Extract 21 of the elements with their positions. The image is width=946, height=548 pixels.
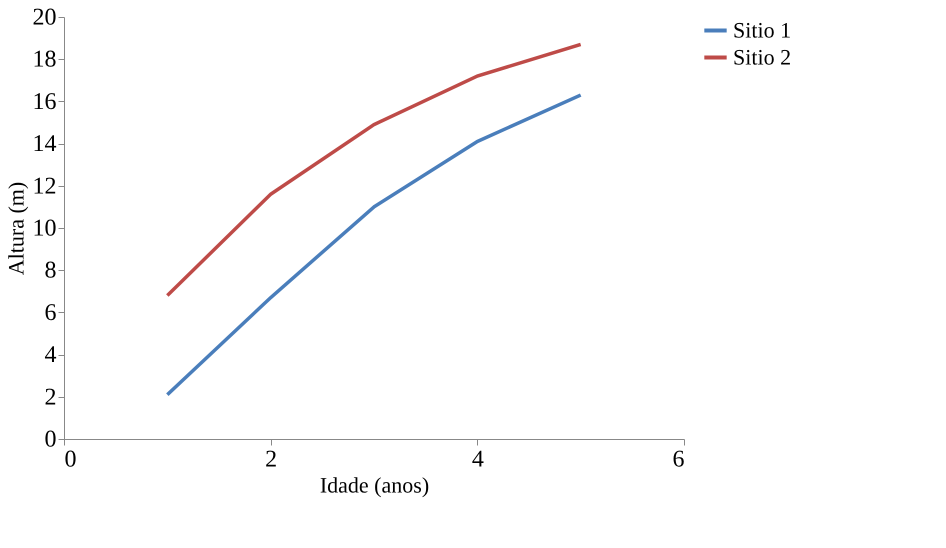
y-tick-label: 16 — [32, 88, 56, 115]
y-tick-label: 2 — [44, 384, 56, 410]
y-tick-label: 6 — [44, 300, 56, 326]
legend-label: Sitio 2 — [733, 44, 792, 70]
y-axis-title: Altura (m) — [4, 182, 28, 276]
y-tick-label: 4 — [44, 342, 56, 368]
y-tick-label: 8 — [44, 258, 56, 284]
y-tick-label: 10 — [32, 216, 56, 242]
legend-label: Sitio 1 — [733, 18, 792, 42]
y-tick-label: 14 — [32, 131, 56, 158]
line-series — [166, 93, 582, 396]
x-tick-label: 0 — [64, 446, 76, 472]
x-tick-label: 6 — [672, 446, 684, 472]
y-tick-label: 18 — [32, 46, 56, 73]
y-tick-label: 20 — [32, 4, 56, 30]
x-tick-label: 2 — [265, 446, 278, 472]
y-tick-label: 0 — [44, 426, 56, 452]
line-series — [166, 42, 582, 298]
y-tick-label: 12 — [32, 173, 56, 200]
x-tick-label: 4 — [472, 446, 484, 472]
x-axis-title: Idade (anos) — [320, 472, 430, 498]
